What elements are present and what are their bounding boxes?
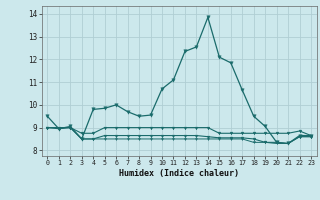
X-axis label: Humidex (Indice chaleur): Humidex (Indice chaleur) [119, 169, 239, 178]
